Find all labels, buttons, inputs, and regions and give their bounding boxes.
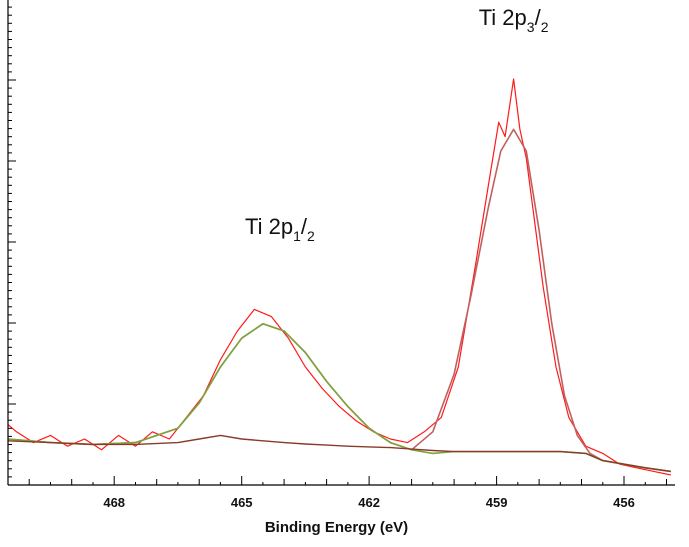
x-tick-label: 456 <box>613 495 635 510</box>
peak-label-p3: Ti 2p3/2 <box>479 5 549 35</box>
tick-label-layer: 468 465 462 459 456 <box>103 495 635 510</box>
series-line-4 <box>7 434 671 473</box>
series-layer <box>7 78 671 476</box>
axis-layer <box>7 0 675 486</box>
peak-label-p1: Ti 2p1/2 <box>245 214 315 244</box>
x-tick-label: 468 <box>103 495 125 510</box>
annotation-layer: Ti 2p1/2 Ti 2p3/2 <box>245 5 549 244</box>
x-tick-label: 465 <box>231 495 253 510</box>
x-tick-label: 459 <box>486 495 508 510</box>
x-axis-title: Binding Energy (eV) <box>265 519 408 536</box>
x-tick-label: 462 <box>358 495 380 510</box>
